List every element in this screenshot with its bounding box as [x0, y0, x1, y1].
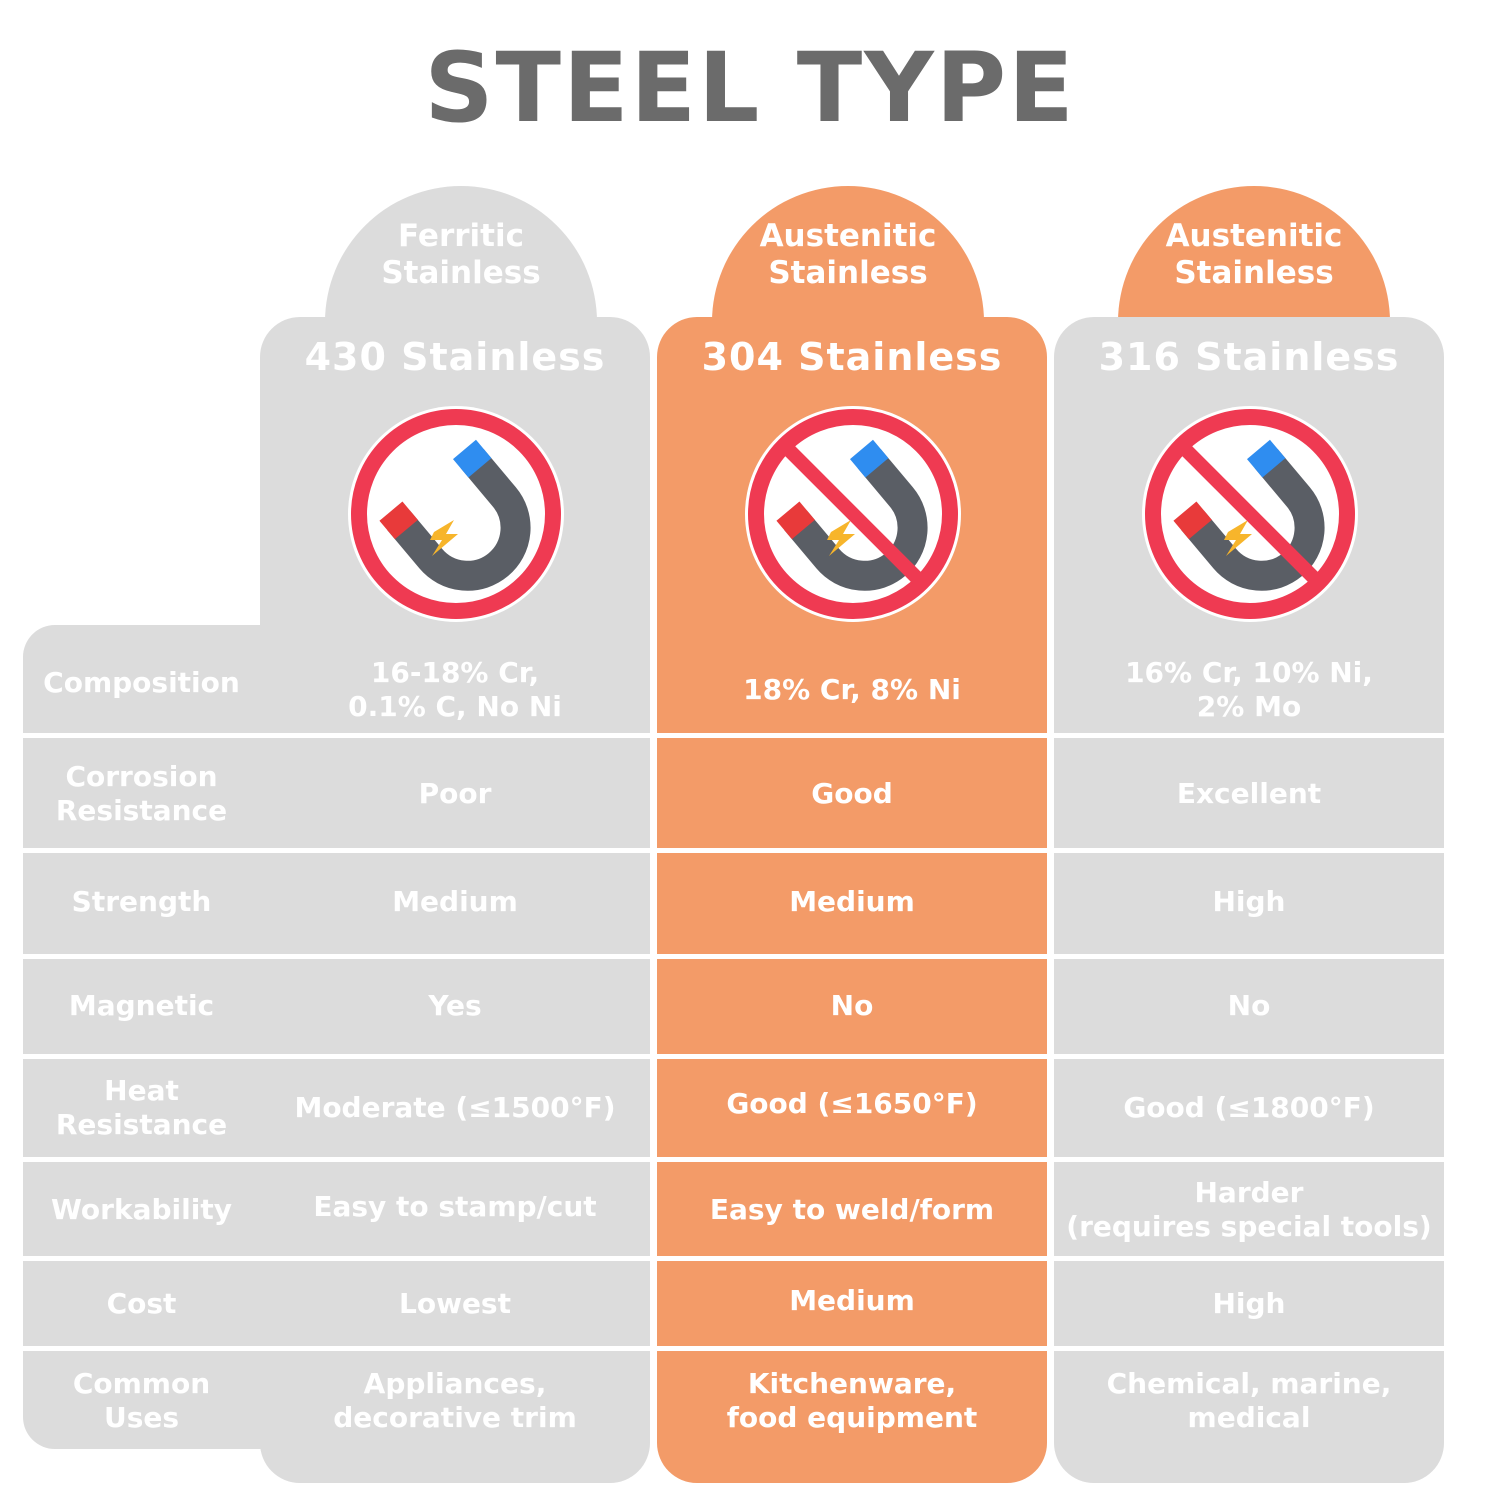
family-label-316: Austenitic Stainless	[1165, 218, 1343, 291]
value-304-workability: Easy to weld/form	[709, 1192, 995, 1226]
value-304-heat: Good (≤1650°F)	[726, 1087, 978, 1120]
row-label-heat-resistance: Heat Resistance	[55, 1074, 228, 1141]
value-316-strength: High	[1212, 885, 1286, 918]
row-label-cost: Cost	[106, 1287, 177, 1320]
row-divider	[23, 954, 1444, 959]
value-430-corrosion: Poor	[418, 776, 492, 810]
value-304-corrosion: Good	[811, 776, 893, 810]
grade-title-316: 316 Stainless	[1098, 335, 1400, 379]
row-divider	[23, 1157, 1444, 1162]
value-430-heat: Moderate (≤1500°F)	[294, 1091, 616, 1124]
value-304-strength: Medium	[789, 885, 915, 918]
row-label-composition: Composition	[43, 665, 240, 699]
value-430-strength: Medium	[392, 885, 518, 918]
row-divider	[23, 733, 1444, 738]
family-label-304: Austenitic Stainless	[759, 218, 937, 291]
value-304-magnetic: No	[830, 989, 874, 1022]
page-title: STEEL TYPE	[424, 32, 1076, 144]
magnet-no-sign-crossed-icon	[743, 404, 963, 624]
row-label-panel	[23, 625, 303, 1449]
row-label-magnetic: Magnetic	[68, 989, 215, 1022]
value-316-composition: 16% Cr, 10% Ni, 2% Mo	[1125, 656, 1373, 723]
grade-title-430: 430 Stainless	[304, 335, 606, 379]
row-divider	[23, 1346, 1444, 1351]
value-316-corrosion: Excellent	[1176, 776, 1322, 810]
row-divider	[23, 1256, 1444, 1261]
row-label-workability: Workability	[51, 1192, 232, 1226]
value-316-magnetic: No	[1227, 989, 1271, 1022]
value-316-heat: Good (≤1800°F)	[1123, 1091, 1375, 1124]
value-304-uses: Kitchenware, food equipment	[726, 1366, 978, 1434]
row-divider	[23, 1054, 1444, 1059]
value-304-composition: 18% Cr, 8% Ni	[743, 673, 961, 706]
value-316-cost: High	[1212, 1287, 1286, 1320]
value-316-workability: Harder (requires special tools)	[1066, 1175, 1432, 1243]
row-label-corrosion-resistance: Corrosion Resistance	[55, 759, 228, 827]
value-304-cost: Medium	[789, 1284, 915, 1317]
value-430-composition: 16-18% Cr, 0.1% C, No Ni	[348, 656, 562, 723]
row-label-common-uses: Common Uses	[72, 1366, 211, 1434]
row-label-strength: Strength	[71, 885, 212, 918]
value-430-workability: Easy to stamp/cut	[313, 1190, 597, 1223]
row-divider	[23, 848, 1444, 853]
magnet-no-sign-icon	[346, 404, 566, 624]
value-430-uses: Appliances, decorative trim	[333, 1366, 577, 1434]
family-label-430: Ferritic Stainless	[381, 218, 541, 291]
grade-title-304: 304 Stainless	[701, 335, 1003, 379]
value-430-cost: Lowest	[399, 1287, 511, 1320]
value-316-uses: Chemical, marine, medical	[1106, 1366, 1392, 1434]
magnet-no-sign-crossed-icon-316	[1140, 404, 1360, 624]
value-430-magnetic: Yes	[428, 989, 482, 1022]
